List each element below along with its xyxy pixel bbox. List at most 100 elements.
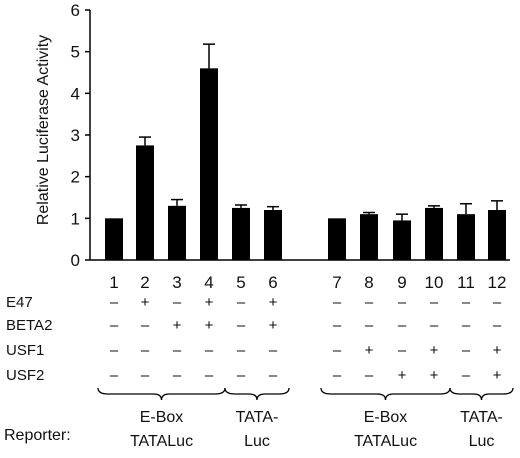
condition-mark: – <box>365 317 374 334</box>
condition-mark: – <box>398 294 407 311</box>
reporter-name-line1: TATA- <box>460 409 503 426</box>
condition-mark: – <box>110 317 119 334</box>
condition-mark: + <box>269 317 278 334</box>
bar <box>168 205 186 260</box>
condition-mark: – <box>398 317 407 334</box>
bar <box>360 214 378 260</box>
condition-mark: – <box>462 367 471 384</box>
condition-label: USF1 <box>6 342 44 359</box>
condition-mark: – <box>493 294 502 311</box>
x-tick-label: 6 <box>268 273 277 292</box>
x-tick-label: 10 <box>425 273 444 292</box>
bar <box>200 68 218 260</box>
condition-label: BETA2 <box>6 317 52 334</box>
condition-mark: – <box>333 294 342 311</box>
bar <box>488 210 506 260</box>
x-tick-label: 2 <box>140 273 149 292</box>
condition-mark: – <box>333 342 342 359</box>
condition-mark: – <box>141 342 150 359</box>
bar <box>457 214 475 260</box>
condition-mark: – <box>462 342 471 359</box>
reporter-brace <box>97 387 226 401</box>
condition-mark: – <box>365 367 374 384</box>
condition-mark: – <box>462 317 471 334</box>
condition-mark: – <box>237 342 246 359</box>
condition-mark: – <box>269 342 278 359</box>
condition-mark: – <box>205 367 214 384</box>
condition-mark: + <box>269 294 278 311</box>
y-ticks: 0 1 2 3 4 5 6 <box>71 1 90 270</box>
bar <box>232 207 250 260</box>
y-tick-label: 1 <box>71 209 80 228</box>
condition-mark: + <box>205 317 214 334</box>
condition-mark: + <box>493 367 502 384</box>
condition-mark: – <box>237 367 246 384</box>
reporter-name-line1: E-Box <box>140 409 184 426</box>
condition-mark: + <box>205 294 214 311</box>
condition-label: USF2 <box>6 367 44 384</box>
condition-mark: – <box>237 294 246 311</box>
bar <box>105 218 123 260</box>
bars <box>105 68 506 260</box>
condition-mark: – <box>173 367 182 384</box>
x-tick-label: 12 <box>488 273 507 292</box>
condition-mark: – <box>237 317 246 334</box>
reporter-name-line2: Luc <box>244 433 270 450</box>
x-tick-label: 7 <box>332 273 341 292</box>
condition-mark: + <box>493 342 502 359</box>
x-tick-label: 5 <box>236 273 245 292</box>
reporter-name-line2: TATALuc <box>130 433 193 450</box>
reporter-label: Reporter: <box>4 427 71 444</box>
condition-label: E47 <box>6 294 33 311</box>
condition-mark: – <box>205 342 214 359</box>
x-tick-labels: 1 2 3 4 5 6 7 8 9 10 11 12 <box>109 273 506 292</box>
condition-mark: + <box>173 317 182 334</box>
condition-mark: + <box>365 342 374 359</box>
condition-mark: – <box>333 317 342 334</box>
reporter-groups: Reporter: E-Box TATALuc TATA- Luc E-Box TATALu… <box>4 387 514 450</box>
condition-mark: – <box>173 342 182 359</box>
reporter-name-line1: E-Box <box>364 409 408 426</box>
y-tick-label: 3 <box>71 126 80 145</box>
condition-mark: – <box>333 367 342 384</box>
condition-mark: – <box>110 342 119 359</box>
bar <box>328 218 346 260</box>
bar <box>393 220 411 260</box>
condition-mark: – <box>141 367 150 384</box>
y-tick-label: 6 <box>71 1 80 20</box>
condition-mark: + <box>430 367 439 384</box>
x-tick-label: 9 <box>397 273 406 292</box>
y-tick-label: 2 <box>71 168 80 187</box>
condition-mark: – <box>110 294 119 311</box>
reporter-name-line2: Luc <box>469 433 495 450</box>
bar <box>264 210 282 260</box>
x-tick-label: 1 <box>109 273 118 292</box>
reporter-brace <box>320 387 451 401</box>
x-tick-label: 4 <box>204 273 213 292</box>
y-axis-label: Relative Luciferase Activity <box>35 35 52 225</box>
condition-mark: – <box>462 294 471 311</box>
bar <box>136 145 154 260</box>
reporter-brace <box>449 387 514 401</box>
condition-mark: – <box>269 367 278 384</box>
condition-table: E47 – + – + – + – – – – – – BETA2 – – + + – + – – – – – – USF1 – – – –… <box>6 294 502 384</box>
condition-mark: – <box>365 294 374 311</box>
condition-mark: – <box>173 294 182 311</box>
condition-mark: – <box>493 317 502 334</box>
condition-mark: + <box>430 342 439 359</box>
y-tick-label: 0 <box>71 251 80 270</box>
condition-mark: – <box>141 317 150 334</box>
condition-mark: – <box>398 342 407 359</box>
bar <box>425 207 443 260</box>
condition-mark: + <box>141 294 150 311</box>
y-tick-label: 5 <box>71 43 80 62</box>
condition-mark: + <box>398 367 407 384</box>
x-tick-label: 3 <box>172 273 181 292</box>
y-tick-label: 4 <box>71 84 80 103</box>
reporter-name-line1: TATA- <box>236 409 279 426</box>
condition-mark: – <box>430 294 439 311</box>
reporter-name-line2: TATALuc <box>354 433 417 450</box>
reporter-brace <box>224 387 290 401</box>
x-tick-label: 8 <box>364 273 373 292</box>
